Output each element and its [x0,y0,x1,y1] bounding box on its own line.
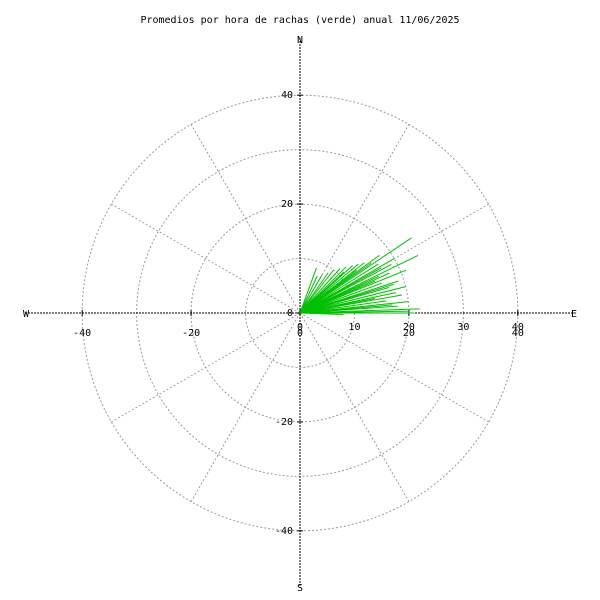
gust-vector [299,304,393,314]
gust-vector [299,282,383,314]
gust-vector [299,286,406,314]
gust-vector [299,267,317,314]
y-tick-label: 0 [287,308,293,319]
spoke [111,203,301,314]
r-tick-label: 20 [403,322,415,333]
gust-vector [299,297,375,314]
gust-vector [299,267,382,314]
compass-n: N [297,35,303,46]
compass-s: S [297,583,303,594]
gust-vector [299,269,357,314]
gust-vector [299,269,334,314]
x-tick-label: 20 [403,328,415,339]
x-tick-label: -40 [73,328,91,339]
r-tick-label: 30 [457,322,469,333]
gust-vector [299,310,409,314]
gust-vector [299,300,387,314]
y-tick-label: 40 [281,90,293,101]
gust-vector [299,271,345,314]
y-tick-label: -20 [275,417,293,428]
spoke [190,124,301,314]
gust-vector [299,275,380,314]
chart-title: Promedios por hora de rachas (verde) anu… [140,15,459,26]
gust-vector [299,262,372,314]
spoke [190,312,301,502]
gust-vector [299,275,323,314]
gust-vector [299,263,379,314]
y-tick-label: 20 [281,199,293,210]
compass-e: E [571,309,577,320]
x-tick-label: -20 [182,328,200,339]
r-tick-label: 10 [348,322,360,333]
gust-vector [299,283,394,314]
x-tick-label: 40 [512,328,524,339]
r-tick-label: 40 [512,322,524,333]
gust-vector [299,275,318,314]
gust-vector [299,268,341,314]
x-tick-label: 0 [297,328,303,339]
y-tick-label: -40 [275,526,293,537]
compass-w: W [23,309,30,320]
